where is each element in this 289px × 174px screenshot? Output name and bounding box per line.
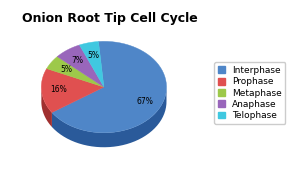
Polygon shape [79,42,104,87]
Polygon shape [57,45,104,87]
Text: 16%: 16% [51,85,67,94]
Polygon shape [47,57,104,87]
Text: 5%: 5% [87,51,99,60]
Text: 67%: 67% [136,97,153,106]
Text: 5%: 5% [60,65,72,74]
Text: Onion Root Tip Cell Cycle: Onion Root Tip Cell Cycle [22,12,198,25]
Polygon shape [52,86,166,147]
Legend: Interphase, Prophase, Metaphase, Anaphase, Telophase: Interphase, Prophase, Metaphase, Anaphas… [214,62,286,124]
Polygon shape [41,85,52,127]
Polygon shape [41,69,104,113]
Polygon shape [52,41,166,133]
Text: 7%: 7% [72,56,84,65]
